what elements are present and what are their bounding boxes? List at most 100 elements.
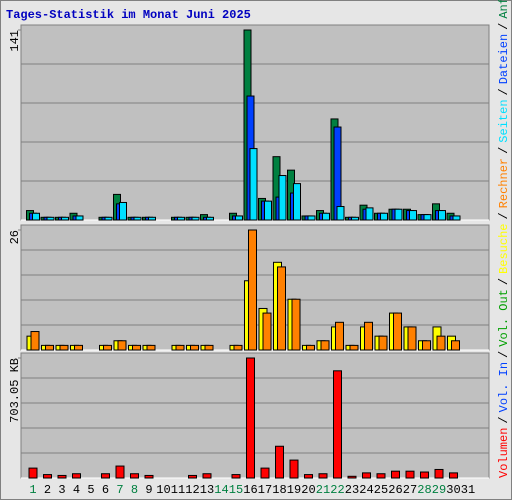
x-tick-label: 8 (131, 483, 138, 497)
bar (318, 473, 328, 479)
bar (378, 335, 388, 351)
x-tick-label: 1 (29, 483, 36, 497)
bar (362, 472, 371, 479)
bar (409, 210, 417, 221)
bar (289, 459, 299, 479)
legend-entry: Vol. Out (497, 289, 511, 347)
bar (130, 473, 139, 479)
bar (248, 229, 257, 351)
bar (204, 344, 214, 351)
bar (320, 340, 330, 351)
bar (420, 471, 429, 479)
legend-entry: Dateien (497, 34, 511, 84)
bar (436, 335, 446, 351)
x-tick-label: 26 (388, 483, 402, 497)
bar (349, 344, 359, 351)
legend-separator: / (497, 351, 511, 358)
bar (351, 216, 359, 221)
bar (306, 344, 315, 351)
bar (423, 214, 432, 221)
bar (452, 215, 461, 221)
bar (148, 216, 156, 221)
x-tick-label: 10 (156, 483, 170, 497)
bar (277, 266, 286, 351)
y-tick-label: 141 (8, 30, 22, 52)
bar (61, 216, 69, 221)
bar (231, 474, 241, 479)
x-tick-label: 17 (258, 483, 272, 497)
bar (188, 474, 197, 479)
bar (304, 474, 313, 479)
bar (422, 340, 431, 351)
bar (132, 344, 141, 351)
bar (177, 216, 185, 221)
x-tick-label: 2 (44, 483, 51, 497)
bar (46, 216, 55, 221)
bar (291, 298, 301, 351)
x-tick-label: 20 (301, 483, 315, 497)
x-tick-label: 27 (403, 483, 417, 497)
bar (347, 475, 357, 479)
bar (336, 206, 345, 221)
x-tick-label: 23 (345, 483, 359, 497)
bar (115, 465, 125, 479)
bar (103, 344, 112, 351)
x-tick-label: 4 (73, 483, 80, 497)
x-tick-label: 6 (102, 483, 109, 497)
bar (191, 216, 200, 221)
bar (434, 468, 444, 479)
bar (175, 344, 185, 351)
chart-title: Tages-Statistik im Monat Juni 2025 (6, 8, 251, 22)
bar (322, 212, 330, 221)
bar (307, 215, 316, 221)
bar (376, 473, 386, 479)
legend-entry: Vol. In (497, 362, 511, 412)
bar (233, 344, 243, 351)
x-tick-label: 30 (446, 483, 460, 497)
bar (59, 344, 69, 351)
bar (391, 470, 400, 479)
x-tick-label: 21 (316, 483, 330, 497)
x-tick-label: 16 (243, 483, 257, 497)
bar (43, 474, 52, 479)
legend-separator: / (497, 278, 511, 285)
bar (449, 472, 458, 479)
bar (28, 467, 38, 479)
bar (104, 216, 113, 221)
legend-entry: Seiten (497, 99, 511, 142)
bar (335, 321, 344, 351)
bar (451, 340, 460, 351)
bar (202, 473, 212, 479)
legend: Volumen / Vol. In / Vol. Out / Besuche / Rechner… (497, 0, 511, 478)
x-tick-label: 11 (171, 483, 185, 497)
legend-entry: Volumen (497, 428, 511, 478)
x-tick-label: 15 (229, 483, 243, 497)
x-tick-label: 13 (200, 483, 214, 497)
bar (246, 357, 255, 479)
legend-entry: Besuche (497, 224, 511, 274)
bar (72, 473, 81, 479)
bar (119, 201, 127, 221)
y-tick-label: 703.05 KB (8, 358, 22, 423)
x-tick-label: 31 (461, 483, 475, 497)
legend-entry: Anfragen (497, 0, 511, 19)
x-tick-label: 29 (432, 483, 446, 497)
bar (394, 208, 403, 221)
x-tick-label: 28 (417, 483, 431, 497)
x-tick-label: 24 (359, 483, 373, 497)
bar (364, 321, 373, 351)
bar (293, 183, 301, 221)
legend-separator: / (497, 416, 511, 423)
legend-entry: Rechner (497, 158, 511, 208)
bar (249, 148, 258, 221)
bar (57, 474, 67, 479)
bar (260, 467, 270, 479)
bar (438, 210, 446, 221)
bar (264, 200, 272, 221)
bar (74, 344, 83, 351)
x-tick-label: 18 (272, 483, 286, 497)
x-tick-label: 14 (214, 483, 228, 497)
bar (275, 445, 284, 479)
bar (144, 474, 154, 479)
